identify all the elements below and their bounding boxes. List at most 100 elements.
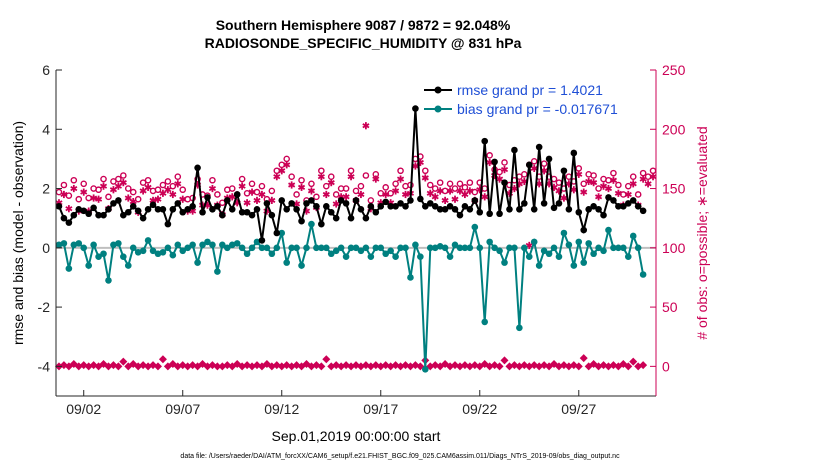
rmse-point — [451, 205, 459, 213]
bias-point — [60, 240, 68, 247]
rmse-point — [382, 198, 390, 206]
bias-point — [511, 244, 518, 252]
possible-count-marker — [124, 185, 132, 192]
bias-point — [422, 366, 429, 373]
asterisk-stroke — [322, 191, 330, 198]
possible-count-marker — [629, 173, 637, 180]
bias-point — [283, 259, 290, 266]
asterisk-stroke — [99, 183, 108, 189]
bias-point — [139, 247, 147, 255]
asterisk-stroke — [500, 166, 509, 173]
rmse-point — [402, 203, 409, 210]
evaluated-count-marker — [595, 193, 603, 201]
bias-point — [159, 248, 167, 256]
rmse-point — [555, 200, 563, 207]
evaluated-count-marker — [604, 184, 613, 193]
asterisk-stroke — [624, 191, 632, 198]
bias-point — [332, 247, 340, 255]
possible-count-marker — [456, 180, 464, 188]
evaluated-count-marker — [139, 187, 147, 195]
rmse-point — [149, 201, 157, 209]
bias-point — [115, 240, 122, 247]
bias-point — [629, 232, 637, 240]
y-right-tick-label: 200 — [662, 121, 686, 137]
rmse-point — [273, 229, 281, 237]
evaluated-count-marker — [446, 187, 454, 195]
bias-point — [258, 244, 266, 252]
evaluated-count-marker — [159, 189, 167, 197]
evaluated-count-marker — [624, 190, 632, 199]
rmse-point — [530, 205, 538, 213]
rmse-point — [352, 197, 360, 204]
y-axis-left-label: rmse and bias (model - observation) — [10, 121, 26, 345]
possible-count-marker — [634, 191, 642, 198]
rmse-point — [134, 207, 142, 215]
bias-point — [134, 248, 142, 256]
asterisk-stroke — [401, 191, 410, 198]
bias-point — [466, 244, 474, 252]
evaluated-count-marker — [481, 193, 489, 201]
bias-point — [560, 229, 568, 237]
bias-point — [417, 253, 424, 261]
x-tick-label: 09/27 — [561, 401, 596, 417]
asterisk-stroke — [510, 185, 518, 192]
y-left-tick-label: -2 — [38, 299, 51, 315]
asterisk-stroke — [486, 159, 494, 166]
bias-point — [530, 238, 538, 246]
rmse-point — [95, 211, 102, 219]
evaluated-count-marker — [273, 173, 281, 181]
possible-count-marker — [362, 172, 370, 179]
asterisk-stroke — [114, 183, 122, 189]
possible-count-marker — [60, 181, 68, 189]
rmse-point — [219, 211, 226, 219]
bias-point — [318, 244, 325, 252]
rmse-point — [179, 208, 187, 216]
y-right-tick-label: 250 — [662, 62, 686, 78]
evaluated-count-marker — [644, 180, 652, 188]
rmse-point — [610, 197, 617, 204]
rmse-point — [585, 205, 592, 213]
evaluated-count-marker — [179, 195, 187, 203]
rmse-point — [446, 203, 454, 210]
y-right-tick-label: 0 — [662, 358, 670, 374]
bias-point — [303, 244, 310, 252]
data-file-footnote: data file: /Users/raeder/DAI/ATM_forcXX/… — [180, 453, 620, 460]
rmse-point — [501, 179, 508, 186]
asterisk-stroke — [154, 196, 162, 202]
rmse-point — [426, 200, 434, 207]
possible-count-marker — [258, 182, 266, 190]
rmse-point — [194, 164, 201, 172]
rmse-point — [337, 197, 345, 204]
rmse-point — [70, 211, 78, 219]
possible-count-marker — [238, 175, 246, 183]
zero-count-marker — [574, 362, 583, 371]
x-tick-label: 09/07 — [165, 401, 200, 417]
bias-point — [387, 247, 394, 255]
asterisk-stroke — [639, 176, 647, 182]
rmse-point — [392, 203, 399, 210]
possible-count-marker — [615, 181, 622, 189]
evaluated-count-marker — [283, 161, 291, 169]
rmse-point — [139, 214, 147, 222]
rmse-point — [327, 208, 335, 216]
y-axis-right-label: # of obs: o=possible; ∗=evaluated — [694, 126, 710, 339]
bias-point — [298, 262, 305, 269]
chart-subtitle: RADIOSONDE_SPECIFIC_HUMIDITY @ 831 hPa — [205, 35, 522, 51]
rmse-point — [605, 194, 612, 201]
rmse-point — [214, 203, 221, 210]
evaluated-count-marker — [629, 180, 637, 188]
possible-count-marker — [154, 186, 162, 194]
asterisk-stroke — [396, 176, 405, 182]
asterisk-stroke — [258, 191, 266, 198]
asterisk-stroke — [139, 188, 147, 194]
possible-count-marker — [298, 176, 305, 184]
bias-point — [521, 244, 528, 252]
rmse-point — [184, 205, 191, 213]
bias-point — [105, 277, 112, 284]
bias-point — [402, 244, 409, 252]
bias-point — [506, 244, 513, 252]
x-tick-label: 09/02 — [66, 401, 101, 417]
bias-point — [357, 247, 365, 255]
rmse-point — [372, 208, 380, 216]
rmse-point — [189, 203, 196, 210]
